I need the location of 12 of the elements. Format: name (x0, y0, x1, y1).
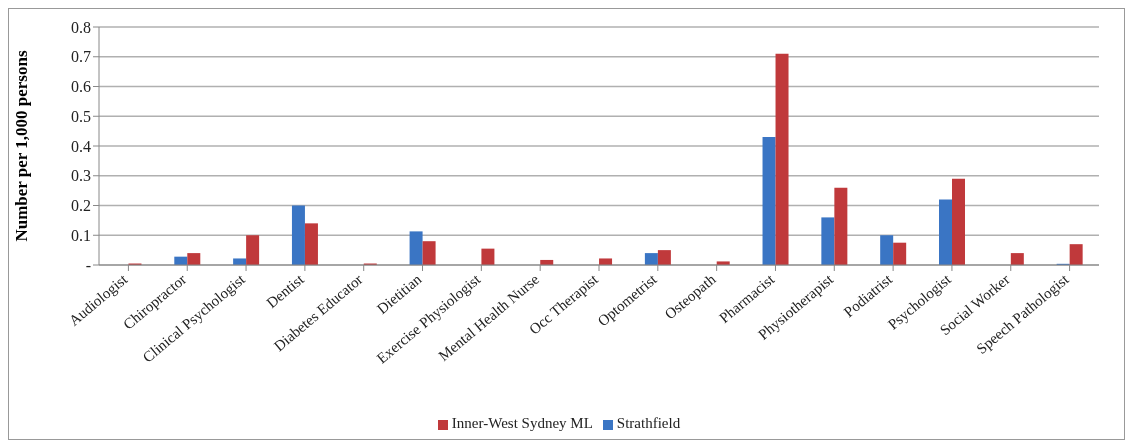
legend-label: Strathfield (616, 415, 681, 431)
y-axis-title: Number per 1,000 persons (12, 50, 32, 242)
y-tick-label: 0.1 (71, 226, 91, 244)
y-tick-label: 0.7 (71, 48, 91, 66)
y-tick-label: 0.6 (71, 78, 91, 96)
y-tick-label: - (85, 256, 91, 274)
y-tick-label: 0.5 (71, 107, 91, 125)
legend-label: Inner-West Sydney ML (451, 415, 593, 431)
y-tick-label: 0.4 (71, 137, 91, 155)
y-tick-label: 0.2 (71, 197, 91, 215)
y-tick-label: 0.3 (71, 167, 91, 185)
y-tick-label: 0.8 (71, 18, 91, 36)
